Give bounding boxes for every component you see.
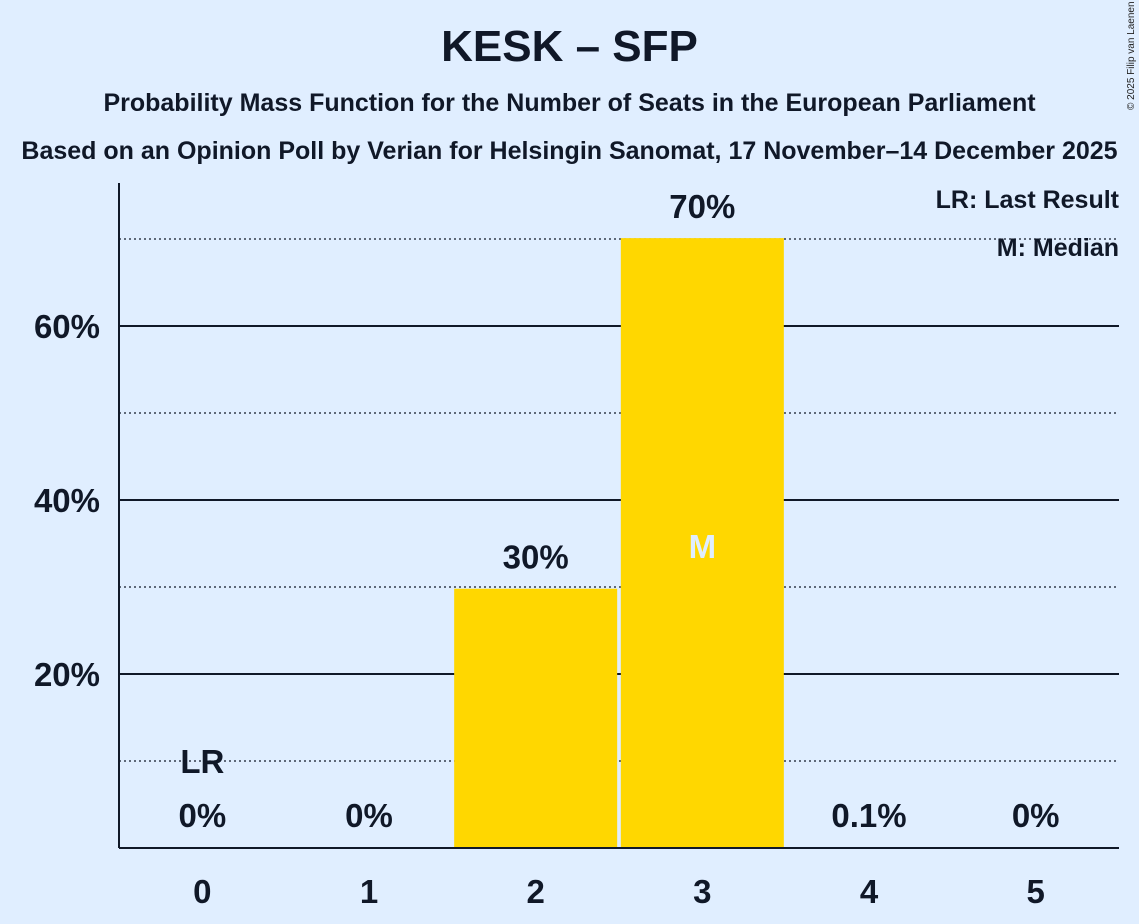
median-marker: M bbox=[689, 528, 717, 565]
value-label: 0.1% bbox=[831, 797, 906, 834]
chart-source: Based on an Opinion Poll by Verian for H… bbox=[21, 137, 1118, 165]
legend-last-result: LR: Last Result bbox=[935, 186, 1119, 214]
x-tick-label: 3 bbox=[693, 873, 711, 910]
y-tick-label: 40% bbox=[34, 482, 100, 519]
x-tick-label: 4 bbox=[860, 873, 879, 910]
y-tick-label: 20% bbox=[34, 656, 100, 693]
value-label: 30% bbox=[503, 539, 569, 576]
value-label: 0% bbox=[178, 797, 226, 834]
x-tick-label: 0 bbox=[193, 873, 211, 910]
value-label: 70% bbox=[669, 188, 735, 225]
chart-subtitle: Probability Mass Function for the Number… bbox=[103, 89, 1036, 117]
legend-median: M: Median bbox=[996, 234, 1119, 262]
chart-title: KESK – SFP bbox=[441, 22, 698, 71]
value-label: 0% bbox=[345, 797, 393, 834]
last-result-marker: LR bbox=[180, 743, 224, 780]
x-tick-label: 2 bbox=[526, 873, 544, 910]
value-label: 0% bbox=[1012, 797, 1060, 834]
bar-2 bbox=[454, 588, 618, 848]
x-tick-label: 5 bbox=[1026, 873, 1044, 910]
x-tick-label: 1 bbox=[360, 873, 378, 910]
bar-3 bbox=[620, 238, 784, 848]
y-tick-label: 60% bbox=[34, 308, 100, 345]
